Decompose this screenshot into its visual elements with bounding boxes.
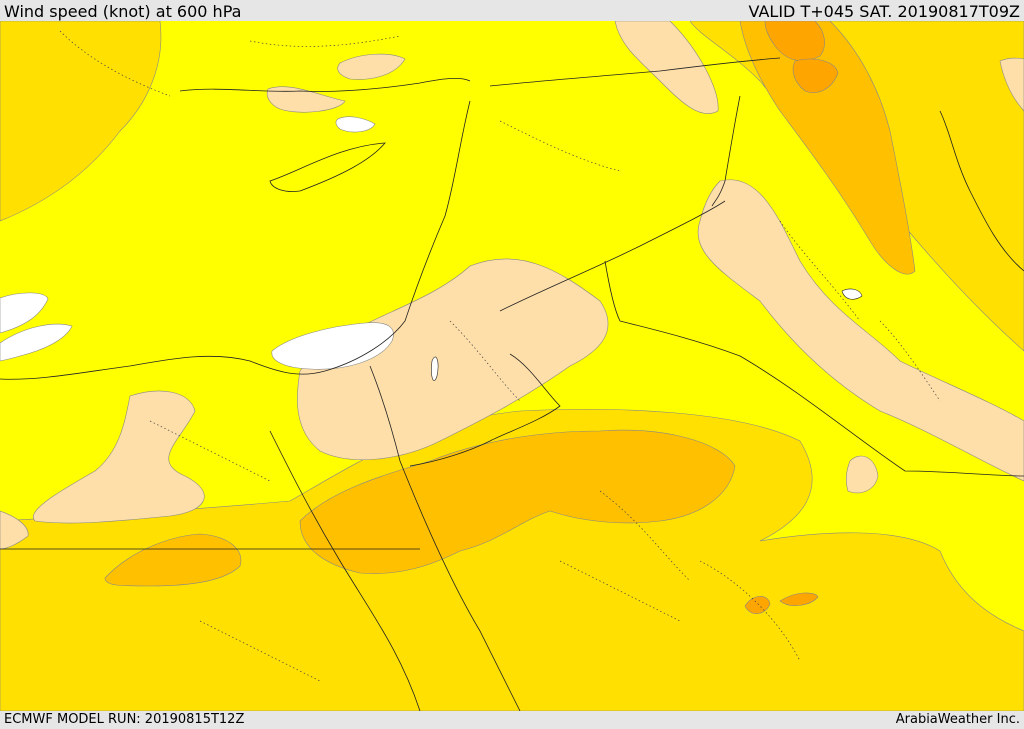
- wind-contour-fresh-arabia: [299, 429, 736, 574]
- wind-contour-calm-levant: [271, 322, 394, 370]
- wind-contour-strong-iraq2: [792, 58, 839, 93]
- wind-contour-beige-ne: [999, 57, 1024, 112]
- model-run-label: ECMWF MODEL RUN: 20190815T12Z: [4, 712, 245, 727]
- wind-contour-fresh-egypt: [104, 533, 242, 587]
- country-borders: [0, 57, 1024, 550]
- dead-sea-lake: [431, 356, 439, 381]
- border-iraq-saudi: [604, 260, 1024, 477]
- wind-contour-calm-turkey: [335, 116, 376, 133]
- wind-contour-moderate-northwest: [0, 21, 162, 222]
- wind-contour-beige-small: [845, 455, 879, 494]
- coastline-red-sea-east: [399, 460, 521, 711]
- wind-contour-fresh-iraq: [739, 21, 916, 275]
- wind-contour-beige-egypt: [33, 390, 205, 524]
- border-jordan-iraq: [499, 200, 726, 312]
- wind-contour-beige-north: [614, 21, 719, 114]
- border-syria-turkey: [489, 57, 781, 87]
- wind-contour-beige-turkey2: [337, 53, 406, 80]
- border-iraq-syria: [711, 95, 741, 207]
- wind-contour-beige-jordan: [297, 258, 609, 460]
- wind-contour-strong-iraq: [764, 21, 825, 61]
- coastline-turkey: [179, 77, 471, 92]
- credit-label: ArabiaWeather Inc.: [895, 712, 1020, 727]
- lake-iraq: [841, 288, 863, 300]
- wind-contour-calm-med2: [0, 323, 73, 362]
- coastline-cyprus: [269, 142, 386, 192]
- border-jordan-saudi: [409, 353, 561, 467]
- coastlines: [0, 77, 1024, 711]
- wind-contour-beige-iraq: [697, 179, 1024, 482]
- coastline-mediterranean-south: [0, 355, 326, 380]
- wind-contour-calm-med1: [0, 292, 49, 334]
- map-title: Wind speed (knot) at 600 hPa: [4, 2, 242, 21]
- header-bar: Wind speed (knot) at 600 hPa VALID T+045…: [0, 0, 1024, 21]
- coastline-levant: [324, 100, 471, 372]
- wind-contour-strong-spot2: [779, 592, 819, 606]
- footer-bar: ECMWF MODEL RUN: 20190815T12Z ArabiaWeat…: [0, 711, 1024, 729]
- wind-speed-map: [0, 21, 1024, 711]
- wind-contour-moderate-south: [0, 409, 1024, 711]
- border-egypt-israel: [369, 365, 401, 462]
- coastline-gulf: [939, 110, 1024, 272]
- regional-borders: [59, 30, 941, 682]
- wind-contour-strong-spot1: [744, 596, 771, 614]
- valid-time-label: VALID T+045 SAT. 20190817T09Z: [748, 2, 1020, 21]
- wind-contour-beige-turkey: [266, 86, 346, 113]
- coastline-red-sea-west: [269, 430, 421, 711]
